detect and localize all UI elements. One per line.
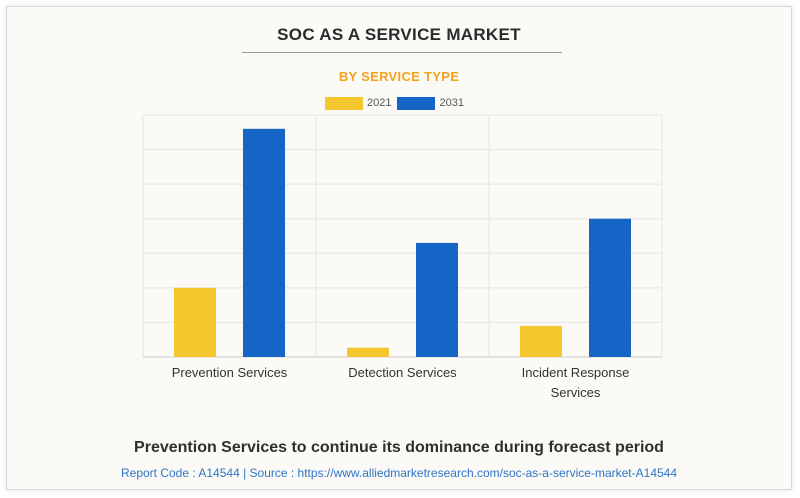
legend-item-2031: 2031 bbox=[397, 96, 464, 110]
legend-label-2031: 2031 bbox=[439, 97, 464, 109]
x-tick-label: Prevention Services bbox=[172, 365, 288, 380]
chart-legend: 2021 2031 bbox=[325, 95, 470, 111]
x-tick-label: Detection Services bbox=[348, 365, 457, 380]
bar-2021-detection-services bbox=[347, 347, 389, 357]
x-tick-label: Incident Response Services bbox=[522, 365, 630, 400]
x-tick-labels: Prevention Services Detection Services Inc… bbox=[172, 365, 630, 400]
chart-subtitle: BY SERVICE TYPE bbox=[338, 69, 460, 84]
bar-chart: Prevention Services Detection Services Inc… bbox=[142, 114, 663, 400]
grid-layer bbox=[142, 114, 663, 358]
chart-title: SOC AS A SERVICE MARKET bbox=[277, 25, 521, 44]
bar-2031-detection-services bbox=[416, 242, 458, 357]
chart-card: SOC AS A SERVICE MARKET BY SERVICE TYPE … bbox=[6, 6, 792, 490]
chart-headline: Prevention Services to continue its domi… bbox=[134, 439, 664, 456]
bar-2021-incident-response-services bbox=[520, 325, 562, 357]
source-citation: Report Code : A14544 | Source : https://… bbox=[120, 466, 678, 480]
title-divider bbox=[242, 52, 562, 53]
legend-swatch-2021 bbox=[325, 96, 363, 110]
legend-item-2021: 2021 bbox=[325, 96, 392, 110]
bar-2031-incident-response-services bbox=[589, 218, 631, 357]
bar-layer bbox=[174, 128, 631, 357]
bar-2031-prevention-services bbox=[243, 128, 285, 357]
legend-swatch-2031 bbox=[397, 96, 436, 110]
bar-2021-prevention-services bbox=[174, 287, 216, 357]
legend-label-2021: 2021 bbox=[367, 97, 392, 109]
